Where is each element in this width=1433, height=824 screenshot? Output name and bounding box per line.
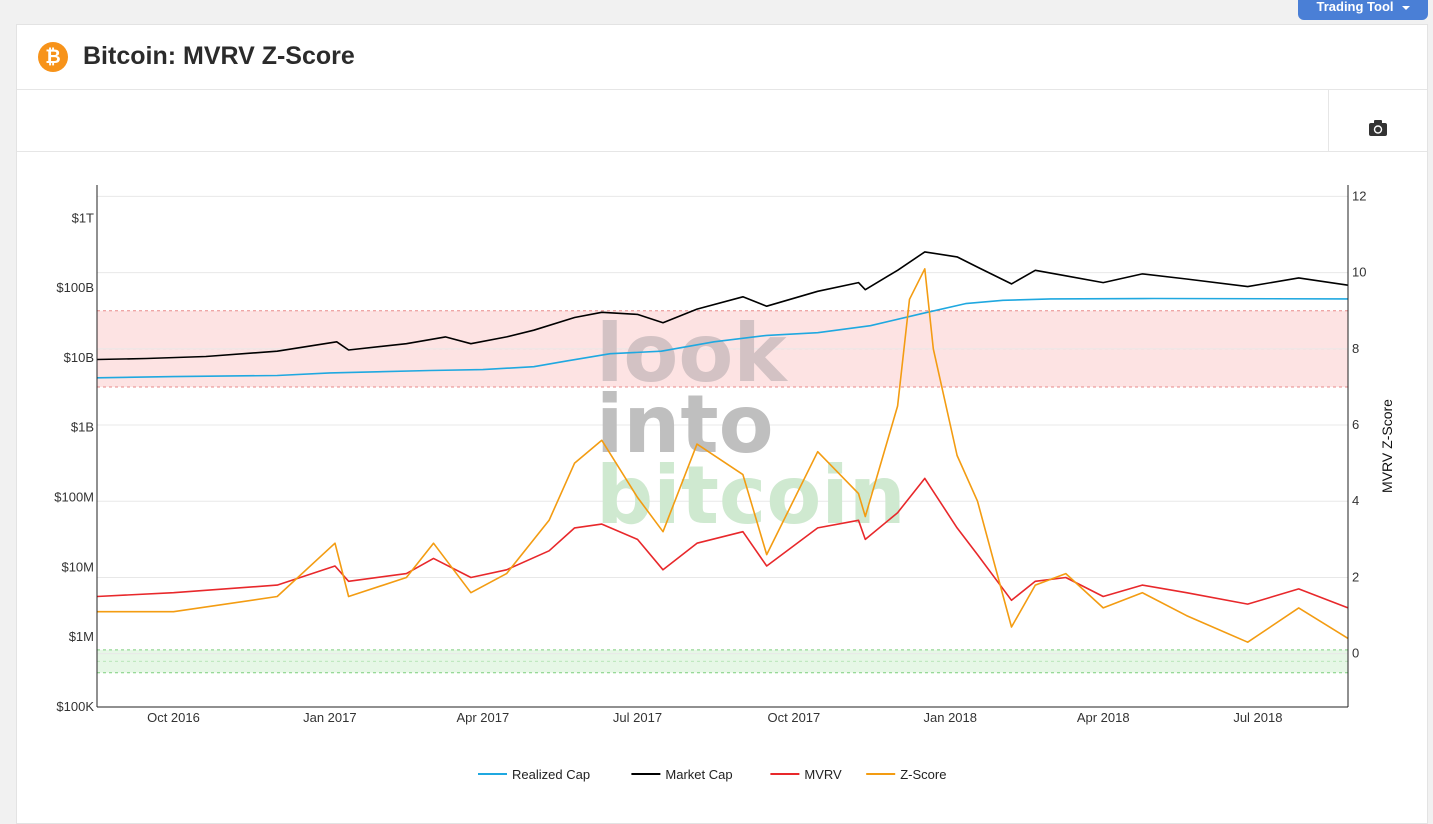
- x-tick-label: Apr 2017: [456, 710, 509, 725]
- bitcoin-icon: ₿: [38, 42, 68, 72]
- series-line-realized-cap: [96, 297, 1349, 379]
- series-line-mvrv: [96, 477, 1349, 609]
- series-lines: [96, 251, 1349, 643]
- page-title: Bitcoin: MVRV Z-Score: [83, 42, 355, 70]
- legend-label: Z-Score: [900, 767, 946, 782]
- legend-item: Realized Cap: [478, 767, 590, 782]
- series-line-z-score: [97, 268, 1349, 643]
- right-tick-label: 0: [1352, 646, 1359, 661]
- x-tick-label: Jul 2017: [613, 710, 662, 725]
- x-tick-label: Jan 2017: [303, 710, 357, 725]
- grid-lines: [97, 195, 1348, 655]
- camera-icon[interactable]: [1368, 119, 1388, 137]
- x-tick-label: Jul 2018: [1233, 710, 1282, 725]
- right-tick-label: 6: [1352, 417, 1359, 432]
- left-tick-label: $10B: [64, 350, 94, 365]
- right-tick-label: 2: [1352, 569, 1359, 584]
- left-tick-label: $100M: [54, 490, 94, 505]
- x-axis-ticks: Oct 2016 Jan 2017 Apr 2017 Jul 2017 Oct 2017…: [147, 710, 1282, 725]
- mvrv-chart: look into bitcoin $100K$1M$10M$100M$1B$1…: [54, 185, 1395, 782]
- right-tick-label: 12: [1352, 188, 1366, 203]
- left-tick-label: $1B: [71, 420, 94, 435]
- right-tick-label: 8: [1352, 341, 1359, 356]
- left-tick-label: $1M: [69, 629, 94, 644]
- legend-label: Market Cap: [665, 767, 732, 782]
- left-tick-label: $10M: [61, 559, 94, 574]
- watermark-bitcoin: bitcoin: [596, 449, 906, 542]
- x-tick-label: Apr 2018: [1077, 710, 1130, 725]
- series-line-market-cap: [96, 251, 1349, 361]
- x-tick-label: Oct 2016: [147, 710, 200, 725]
- legend-item: Market Cap: [631, 767, 733, 782]
- left-tick-label: $1T: [72, 210, 94, 225]
- card-header: ₿ Bitcoin: MVRV Z-Score: [17, 25, 1427, 90]
- left-tick-label: $100K: [56, 699, 94, 714]
- chart-card: ₿ Bitcoin: MVRV Z-Score: [16, 24, 1428, 824]
- left-tick-label: $100B: [56, 280, 94, 295]
- legend-item: Z-Score: [866, 767, 946, 782]
- watermark-into: into: [596, 378, 774, 471]
- right-axis-title: MVRV Z-Score: [1379, 399, 1395, 493]
- x-tick-label: Oct 2017: [768, 710, 821, 725]
- trading-tool-label: Trading Tool: [1316, 0, 1394, 14]
- legend-item: MVRV: [770, 767, 842, 782]
- x-tick-label: Jan 2018: [924, 710, 978, 725]
- caret-down-icon: [1401, 6, 1410, 10]
- axes: [96, 185, 1349, 708]
- left-axis-ticks: $100K $1M $10M $100M $1B $10B $100B $1T: [54, 210, 94, 714]
- toolbar-divider: [1328, 89, 1329, 151]
- chart-toolbar: [17, 89, 1427, 152]
- legend: Realized Cap Market Cap MVRV Z-Score: [478, 767, 946, 782]
- right-axis-ticks: 0 2 4 6 8 10 12: [1352, 188, 1366, 660]
- right-tick-label: 4: [1352, 493, 1359, 508]
- right-tick-label: 10: [1352, 265, 1366, 280]
- watermark: look into bitcoin: [596, 307, 906, 542]
- legend-label: MVRV: [804, 767, 842, 782]
- trading-tool-button[interactable]: Trading Tool: [1298, 0, 1428, 20]
- legend-label: Realized Cap: [512, 767, 590, 782]
